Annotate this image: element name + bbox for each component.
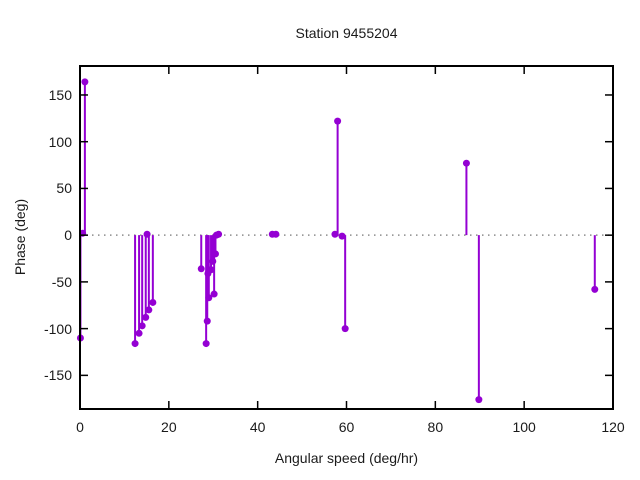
x-tick-label: 100 — [512, 419, 536, 435]
data-point — [142, 313, 150, 321]
x-axis-label: Angular speed (deg/hr) — [274, 450, 419, 466]
y-tick-label: 150 — [48, 86, 72, 103]
data-point — [81, 78, 89, 86]
data-point — [131, 340, 139, 348]
x-tick-label: 120 — [601, 419, 625, 435]
data-point — [143, 230, 151, 238]
data-point — [149, 298, 157, 306]
data-point — [334, 117, 342, 125]
y-tick-label: -150 — [43, 367, 72, 384]
data-point — [202, 340, 210, 348]
y-tick-label: 50 — [56, 180, 72, 197]
data-point — [197, 265, 205, 273]
x-tick-label: 40 — [249, 419, 266, 435]
x-tick-label: 0 — [76, 419, 84, 435]
data-point — [209, 257, 217, 265]
x-tick-label: 20 — [161, 419, 177, 435]
y-tick-label: 100 — [48, 133, 72, 150]
x-tick-label: 60 — [338, 419, 355, 435]
x-tick-label: 80 — [427, 419, 444, 435]
data-point — [211, 250, 219, 258]
data-point — [207, 266, 215, 274]
data-point — [145, 306, 153, 314]
data-point — [338, 232, 346, 240]
data-point — [215, 230, 223, 238]
data-point — [475, 396, 483, 404]
y-tick-label: 0 — [64, 227, 72, 244]
y-tick-label: -50 — [51, 273, 72, 290]
data-point — [272, 230, 280, 238]
plot-border — [79, 65, 614, 410]
data-point — [205, 294, 213, 302]
chart-title: Station 9455204 — [295, 25, 398, 41]
data-point — [331, 230, 339, 238]
data-point — [591, 285, 599, 293]
y-tick-label: -100 — [43, 320, 72, 337]
data-point — [203, 317, 211, 325]
data-point — [210, 290, 218, 298]
data-point — [462, 159, 470, 167]
data-point — [341, 325, 349, 333]
data-point — [138, 322, 146, 330]
data-point — [135, 329, 143, 337]
